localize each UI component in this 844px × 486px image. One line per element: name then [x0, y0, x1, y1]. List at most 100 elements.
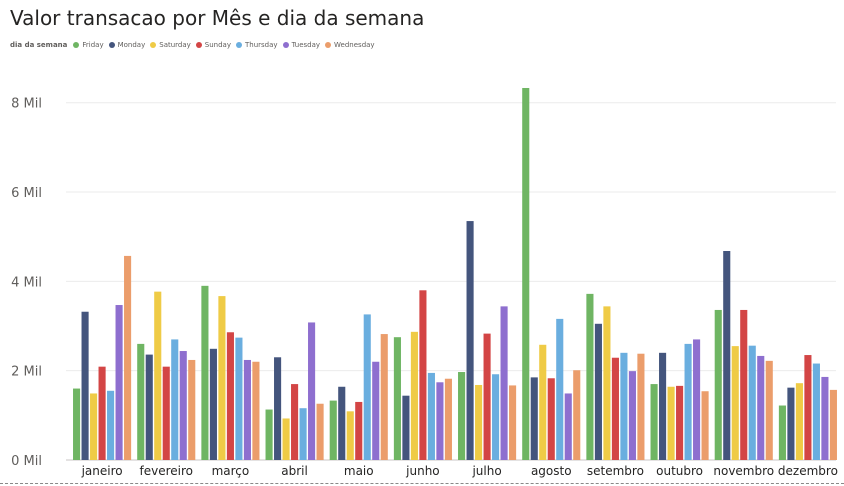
bar-julho-thursday[interactable]	[492, 374, 500, 460]
bar-julho-saturday[interactable]	[475, 384, 483, 460]
bar-maio-friday[interactable]	[329, 400, 337, 460]
bar-dezembro-sunday[interactable]	[804, 355, 812, 460]
bar-julho-friday[interactable]	[458, 372, 466, 460]
bar-outubro-saturday[interactable]	[667, 386, 675, 460]
bar-dezembro-monday[interactable]	[787, 387, 795, 460]
bar-julho-wednesday[interactable]	[509, 385, 517, 460]
bar-junho-sunday[interactable]	[419, 290, 427, 460]
legend-item-thursday[interactable]: Thursday	[236, 41, 278, 49]
bar-maio-saturday[interactable]	[346, 411, 354, 460]
bar-junho-tuesday[interactable]	[436, 382, 444, 460]
bar-fevereiro-wednesday[interactable]	[188, 359, 196, 460]
bar-novembro-sunday[interactable]	[740, 309, 748, 460]
bar-junho-saturday[interactable]	[410, 331, 418, 460]
bar-dezembro-thursday[interactable]	[812, 363, 820, 460]
legend-item-sunday[interactable]: Sunday	[195, 41, 231, 49]
bar-agosto-sunday[interactable]	[547, 378, 555, 460]
legend-item-friday[interactable]: Friday	[73, 41, 104, 49]
x-tick-label: março	[212, 464, 250, 478]
bar-outubro-monday[interactable]	[659, 352, 667, 460]
bar-setembro-thursday[interactable]	[620, 352, 628, 460]
bar-junho-thursday[interactable]	[427, 372, 435, 460]
legend-item-wednesday[interactable]: Wednesday	[325, 41, 375, 49]
x-tick-label: janeiro	[81, 464, 123, 478]
bar-outubro-friday[interactable]	[650, 384, 658, 460]
bar-setembro-saturday[interactable]	[603, 306, 611, 460]
bar-fevereiro-tuesday[interactable]	[179, 351, 187, 460]
bar-abril-friday[interactable]	[265, 409, 273, 460]
bar-dezembro-tuesday[interactable]	[821, 376, 829, 460]
bar-agosto-thursday[interactable]	[556, 318, 564, 460]
bar-novembro-wednesday[interactable]	[765, 360, 773, 460]
bar-maio-thursday[interactable]	[363, 314, 371, 460]
bar-novembro-thursday[interactable]	[748, 345, 756, 460]
x-tick-label: novembro	[713, 464, 774, 478]
bar-fevereiro-saturday[interactable]	[154, 291, 162, 460]
legend-swatch	[282, 42, 289, 48]
legend-item-monday[interactable]: Monday	[108, 41, 145, 49]
bar-setembro-wednesday[interactable]	[637, 353, 645, 460]
bar-outubro-wednesday[interactable]	[701, 391, 709, 460]
bar-maio-sunday[interactable]	[355, 401, 363, 460]
bar-maio-wednesday[interactable]	[380, 334, 388, 460]
bar-setembro-monday[interactable]	[594, 323, 602, 460]
bar-janeiro-saturday[interactable]	[90, 393, 98, 460]
bar-maio-tuesday[interactable]	[372, 361, 380, 460]
bar-dezembro-wednesday[interactable]	[829, 389, 837, 460]
bar-abril-tuesday[interactable]	[308, 322, 316, 460]
bar-março-monday[interactable]	[209, 348, 217, 460]
legend-swatch	[108, 42, 115, 48]
bar-outubro-thursday[interactable]	[684, 343, 692, 460]
bar-novembro-friday[interactable]	[714, 309, 722, 460]
bar-março-wednesday[interactable]	[252, 361, 260, 460]
bar-abril-thursday[interactable]	[299, 408, 307, 460]
bar-maio-monday[interactable]	[338, 386, 346, 460]
legend-item-tuesday[interactable]: Tuesday	[282, 41, 320, 49]
legend-swatch	[150, 42, 157, 48]
x-tick-label: dezembro	[778, 464, 838, 478]
bar-outubro-tuesday[interactable]	[693, 339, 701, 460]
bar-janeiro-tuesday[interactable]	[115, 305, 123, 460]
bar-junho-wednesday[interactable]	[444, 378, 452, 460]
legend-swatch	[195, 42, 202, 48]
bar-março-friday[interactable]	[201, 285, 209, 460]
bar-fevereiro-monday[interactable]	[145, 354, 153, 460]
bar-setembro-tuesday[interactable]	[628, 371, 636, 460]
bar-junho-friday[interactable]	[393, 337, 401, 460]
bar-julho-monday[interactable]	[466, 221, 474, 460]
bar-abril-sunday[interactable]	[291, 384, 299, 460]
bar-março-sunday[interactable]	[226, 332, 234, 460]
bar-abril-wednesday[interactable]	[316, 403, 324, 460]
bar-agosto-saturday[interactable]	[539, 344, 547, 460]
bar-janeiro-friday[interactable]	[73, 388, 81, 460]
bar-fevereiro-thursday[interactable]	[171, 339, 179, 460]
bar-janeiro-wednesday[interactable]	[124, 255, 132, 460]
bar-junho-monday[interactable]	[402, 395, 410, 460]
bar-abril-saturday[interactable]	[282, 418, 290, 460]
bar-julho-tuesday[interactable]	[500, 306, 508, 460]
bar-março-thursday[interactable]	[235, 337, 243, 460]
legend-items: Friday Monday Saturday Sunday Thursday Tuesda…	[73, 41, 379, 49]
bar-agosto-tuesday[interactable]	[564, 393, 572, 460]
bar-janeiro-monday[interactable]	[81, 311, 89, 460]
bar-novembro-saturday[interactable]	[731, 346, 739, 460]
bar-março-saturday[interactable]	[218, 296, 226, 460]
bar-setembro-sunday[interactable]	[611, 357, 619, 460]
bar-novembro-monday[interactable]	[723, 251, 731, 460]
bar-março-tuesday[interactable]	[243, 359, 251, 460]
bar-novembro-tuesday[interactable]	[757, 355, 765, 460]
bar-janeiro-thursday[interactable]	[107, 390, 115, 460]
bar-agosto-monday[interactable]	[530, 377, 538, 460]
bar-fevereiro-sunday[interactable]	[162, 366, 170, 460]
legend-item-saturday[interactable]: Saturday	[150, 41, 191, 49]
bar-setembro-friday[interactable]	[586, 293, 594, 460]
bar-outubro-sunday[interactable]	[676, 385, 684, 460]
bar-fevereiro-friday[interactable]	[137, 343, 145, 460]
bar-janeiro-sunday[interactable]	[98, 366, 106, 460]
bar-agosto-friday[interactable]	[522, 87, 530, 461]
bar-dezembro-friday[interactable]	[778, 405, 786, 460]
bar-julho-sunday[interactable]	[483, 333, 491, 460]
bar-agosto-wednesday[interactable]	[573, 370, 581, 460]
bar-dezembro-saturday[interactable]	[795, 383, 803, 460]
bar-abril-monday[interactable]	[274, 357, 282, 460]
